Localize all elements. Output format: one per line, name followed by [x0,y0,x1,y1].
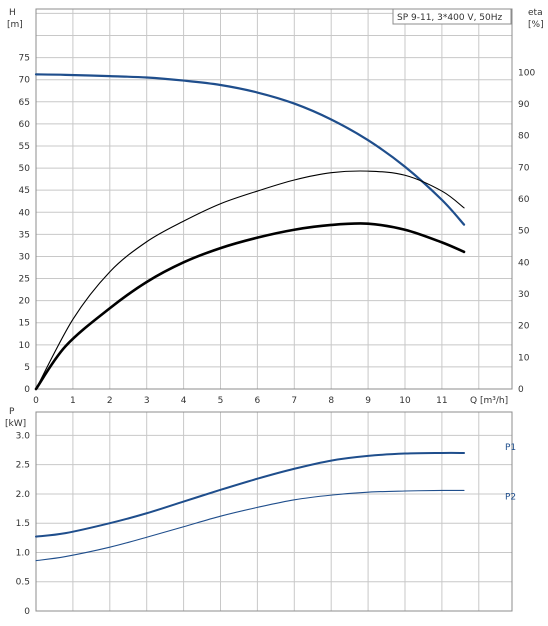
flow-tick-label: 1 [70,396,76,406]
head-axis-label: H [9,8,16,18]
flow-tick-label: 8 [328,396,334,406]
head-plot-frame [35,8,513,390]
flow-tick-label: 4 [181,396,187,406]
power-plot-frame [35,411,513,612]
efficiency-tick-label: 60 [518,195,530,205]
head-tick-label: 75 [19,54,30,64]
flow-tick-label: 9 [365,396,371,406]
power-tick-label: 2.5 [16,461,30,471]
power-tick-label: 0.5 [16,578,30,588]
flow-tick-label: 2 [107,396,113,406]
flow-tick-label: 6 [255,396,261,406]
flow-tick-label: 7 [291,396,297,406]
series-label-p1: P1 [505,443,516,453]
head-tick-label: 45 [19,186,30,196]
chart-title: SP 9-11, 3*400 V, 50Hz [397,13,503,23]
flow-tick-label: 3 [144,396,150,406]
power-tick-label: 1.0 [16,548,31,558]
efficiency-curve-upper [35,170,465,390]
efficiency-tick-label: 40 [518,258,530,268]
power-axis-label: P [9,407,15,417]
power-tick-label: 2.0 [16,490,31,500]
efficiency-tick-label: 80 [518,132,530,142]
flow-tick-label: 10 [399,396,411,406]
grid [35,8,513,612]
head-tick-label: 5 [24,363,30,373]
flow-tick-label: 5 [218,396,224,406]
power-curve-p1 [35,451,466,538]
curves [34,73,466,562]
head-tick-label: 55 [19,142,30,152]
head-tick-label: 35 [19,230,30,240]
head-tick-label: 40 [19,208,31,218]
flow-tick-label: 11 [436,396,447,406]
efficiency-axis-unit: [%] [528,20,544,30]
efficiency-tick-label: 10 [518,353,530,363]
head-tick-label: 10 [19,341,31,351]
head-tick-label: 25 [19,275,30,285]
efficiency-tick-label: 0 [518,385,524,395]
power-tick-label: 3.0 [16,431,31,441]
efficiency-tick-label: 100 [518,68,535,78]
head-tick-label: 30 [19,252,31,262]
efficiency-tick-label: 90 [518,100,530,110]
efficiency-axis-label: eta [528,8,543,18]
efficiency-curve-lower [34,222,466,391]
chart-title-box [392,8,512,25]
efficiency-tick-label: 30 [518,290,530,300]
head-tick-label: 60 [19,120,31,130]
power-tick-label: 0 [24,607,30,617]
power-curve-p2 [35,489,465,562]
labels: 0510152025303540455055606570750102030405… [16,54,536,617]
flow-axis-label: Q [m³/h] [470,396,508,406]
power-axis-unit: [kW] [5,419,26,429]
head-tick-label: 50 [19,164,31,174]
efficiency-tick-label: 20 [518,322,530,332]
head-axis-unit: [m] [7,20,23,30]
power-tick-label: 1.5 [16,519,30,529]
head-tick-label: 0 [24,385,30,395]
head-curve [34,73,466,226]
head-tick-label: 70 [19,76,31,86]
efficiency-tick-label: 50 [518,227,530,237]
head-tick-label: 15 [19,319,30,329]
efficiency-tick-label: 70 [518,163,530,173]
series-label-p2: P2 [505,492,516,502]
head-tick-label: 65 [19,98,30,108]
head-tick-label: 20 [19,297,31,307]
flow-tick-label: 0 [33,396,39,406]
